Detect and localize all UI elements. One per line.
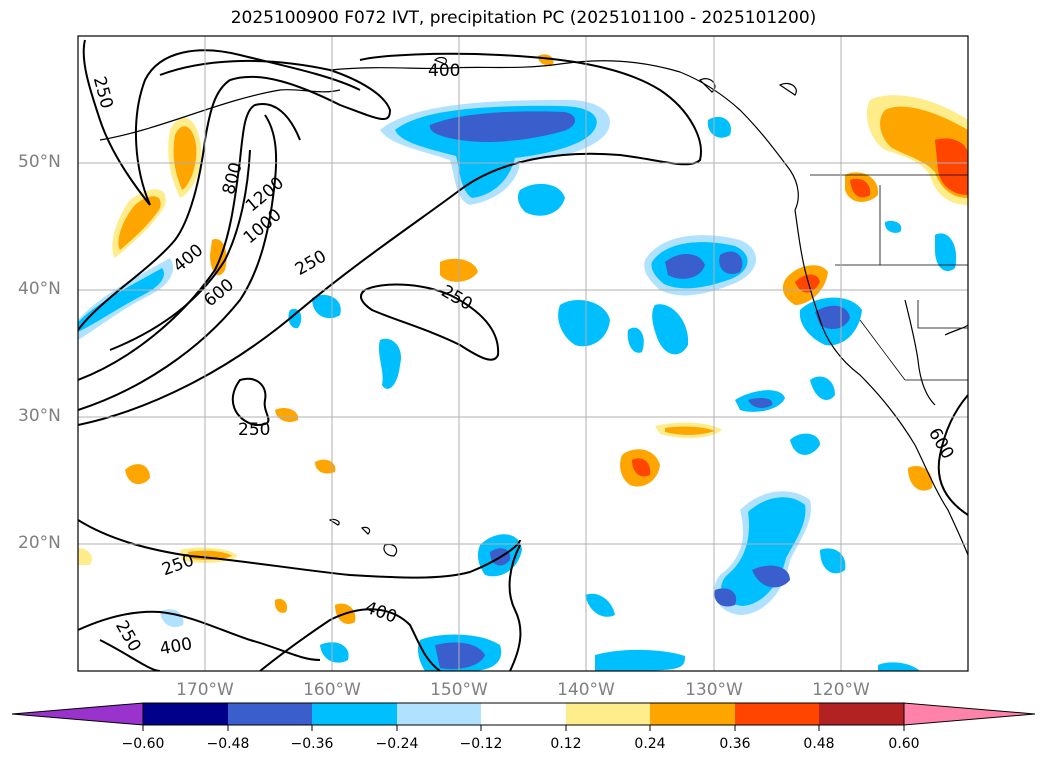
lon-label-170w: 170°W (176, 680, 234, 700)
colorbar-segment (228, 703, 312, 725)
precip-negative-area (378, 338, 401, 389)
contour-label: 1200 (242, 173, 288, 216)
precip-positive-area (795, 274, 820, 293)
colorbar-tick-label: −0.60 (121, 736, 165, 752)
ivt-contours (78, 39, 968, 671)
lat-label-50n: 50°N (18, 152, 61, 172)
contour-label: 800 (219, 160, 247, 197)
colorbar-segment (312, 703, 397, 725)
precip-negative-area (558, 300, 610, 347)
precip-negative-area (517, 183, 565, 216)
coastlines (99, 56, 968, 557)
precip-negative-area (429, 111, 576, 143)
contour-label: 400 (170, 240, 208, 276)
precip-negative-area (595, 649, 685, 671)
lat-label-40n: 40°N (18, 279, 61, 299)
contour-label: 400 (428, 61, 460, 81)
precip-positive-area (274, 598, 288, 613)
precip-positive-area (632, 458, 651, 477)
colorbar-segment (650, 703, 735, 725)
contour-label: 250 (159, 550, 196, 580)
contour-label: 250 (238, 420, 270, 440)
precip-negative-area (721, 497, 806, 606)
contour-label: 250 (438, 281, 476, 315)
lon-label-140w: 140°W (557, 680, 615, 700)
lat-label-30n: 30°N (18, 406, 61, 426)
lon-label-160w: 160°W (303, 680, 361, 700)
precip-positive-area (908, 466, 933, 491)
colorbar-tick-label: −0.24 (375, 736, 419, 752)
colorbar-segment (566, 703, 650, 725)
lat-label-20n: 20°N (18, 533, 61, 553)
precip-negative-area (585, 593, 615, 617)
contour-label: 400 (362, 598, 399, 628)
precip-negative-area (714, 565, 790, 607)
precip-positive-area (210, 239, 227, 276)
precip-positive-area (173, 126, 197, 190)
precip-positive-area (850, 178, 871, 198)
precip-negative-area (627, 327, 644, 353)
colorbar-segment (481, 703, 566, 725)
precip-negative-area (748, 397, 773, 408)
contour-label: 600 (924, 425, 958, 463)
colorbar-tick-label: 0.48 (803, 736, 835, 752)
contour-label: 250 (89, 74, 117, 111)
precip-positive-area (315, 459, 336, 474)
precip-negative-area (884, 220, 902, 233)
precip-negative-area (935, 233, 957, 272)
contour-label: 600 (200, 275, 238, 311)
precip-negative-area (790, 433, 820, 455)
graticule (78, 36, 968, 671)
precip-negative-area (78, 268, 165, 332)
contour-label: 400 (158, 634, 193, 659)
precip-positive-area (125, 464, 150, 485)
precip-positive-area (665, 426, 715, 435)
colorbar-tick-label: 0.24 (634, 736, 666, 752)
precip-negative-area (820, 548, 846, 574)
precip-negative-area (435, 642, 485, 670)
lon-label-130w: 130°W (685, 680, 743, 700)
lon-label-120w: 120°W (812, 680, 870, 700)
precip-negative-area (288, 308, 302, 329)
precip-positive-area (275, 408, 299, 422)
contour-label: 250 (292, 246, 330, 280)
map-frame (77, 35, 969, 672)
colorbar-tick-label: 0.36 (719, 736, 751, 752)
colorbar-segment (735, 703, 819, 725)
precip-negative-area (707, 116, 731, 138)
precip-positive-area (935, 138, 968, 195)
precip-negative-area (652, 304, 689, 355)
colorbar-extend-left (11, 702, 144, 726)
colorbar-segment (397, 703, 481, 725)
colorbar-tick-label: −0.48 (206, 736, 250, 752)
colorbar-frame (142, 702, 905, 726)
precip-negative-area (878, 662, 920, 671)
precip-negative-area (312, 294, 341, 319)
colorbar-extend-right (903, 702, 1036, 726)
colorbar-tick-label: 0.60 (888, 736, 920, 752)
colorbar-segment (819, 703, 904, 725)
colorbar-tick-label: 0.12 (550, 736, 582, 752)
colorbar (11, 702, 1036, 731)
map-title: 2025100900 F072 IVT, precipitation PC (2… (230, 8, 817, 28)
precip-negative-area (320, 642, 349, 663)
lon-label-150w: 150°W (430, 680, 488, 700)
precip-positive-area (78, 548, 93, 565)
precip-negative-area (810, 376, 835, 400)
colorbar-tick-label: −0.12 (459, 736, 503, 752)
colorbar-tick-label: −0.36 (290, 736, 334, 752)
precip-fills (78, 54, 968, 671)
contour-label: 1000 (240, 205, 286, 248)
precip-negative-area (665, 251, 743, 279)
colorbar-segment (143, 703, 228, 725)
political-borders (810, 174, 968, 381)
precip-positive-area (118, 196, 161, 250)
